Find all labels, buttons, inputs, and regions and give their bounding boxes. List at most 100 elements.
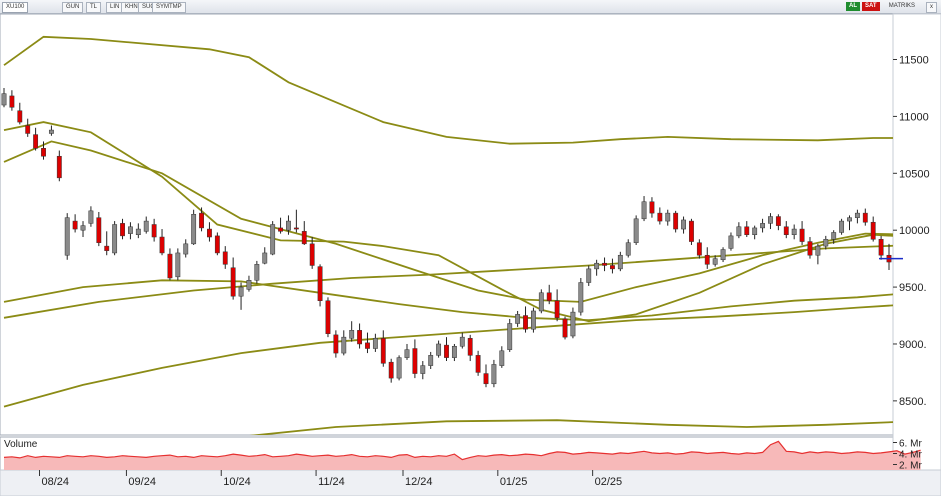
candle-body <box>230 267 236 297</box>
candle-body <box>610 265 615 270</box>
y-tick-label: 10500 <box>899 168 930 180</box>
candle-body <box>854 212 860 218</box>
symbol-field[interactable]: XU100 <box>2 2 29 13</box>
candle-body <box>48 129 54 134</box>
candle-body <box>349 330 355 339</box>
candle-body <box>41 148 46 157</box>
y-tick-label: 11500 <box>899 55 929 67</box>
moving-average-line <box>3 35 893 145</box>
candle-body <box>428 355 434 366</box>
candle-body <box>799 228 805 242</box>
candle-body <box>104 245 110 251</box>
candle-body <box>175 252 181 278</box>
candle-body <box>80 225 86 231</box>
candle-body <box>625 242 631 256</box>
candle-body <box>325 300 331 334</box>
candle-body <box>143 220 149 232</box>
candle-body <box>365 342 370 349</box>
candle-body <box>641 201 647 220</box>
candle-body <box>159 236 165 254</box>
candle-body <box>25 125 31 134</box>
candle-body <box>791 228 797 235</box>
candle-body <box>444 344 449 358</box>
candle-body <box>681 219 686 230</box>
x-tick-label: 11/24 <box>318 476 345 488</box>
candle-body <box>262 252 268 264</box>
candle-body <box>649 201 655 214</box>
symbol-label: XU100 <box>6 4 25 10</box>
candle-body <box>72 220 78 230</box>
toolbar-button-gun[interactable]: GUN <box>62 2 84 13</box>
candle-body <box>839 220 845 233</box>
candle-body <box>191 214 197 245</box>
candle-body <box>704 254 710 265</box>
candle-body <box>602 262 607 266</box>
candle-body <box>64 217 70 256</box>
candle-body <box>538 292 544 312</box>
candle-body <box>151 224 157 238</box>
candle-body <box>380 338 386 364</box>
volume-line <box>3 440 921 461</box>
y-tick-label: 9000. <box>899 339 927 351</box>
candle-body <box>420 365 426 374</box>
y-tick-label: 9500. <box>899 282 927 294</box>
candle-body <box>586 268 592 283</box>
candle-body <box>617 254 623 270</box>
candle-body <box>475 355 481 373</box>
candle-body <box>760 223 765 229</box>
candle-body <box>293 227 299 230</box>
buy-indicator[interactable]: AL <box>846 2 860 11</box>
candle-body <box>301 231 307 245</box>
candle-body <box>752 227 758 235</box>
sell-indicator[interactable]: SAT <box>862 2 880 11</box>
candle-body <box>775 216 781 226</box>
candle-body <box>459 336 465 347</box>
candle-body <box>333 334 339 354</box>
toolbar-button-symtmp[interactable]: SYMTMP <box>152 2 186 13</box>
candle-body <box>696 242 702 256</box>
candle-body <box>507 323 513 350</box>
candle-body <box>120 223 125 237</box>
moving-average-line <box>3 304 893 408</box>
candle-body <box>546 292 552 301</box>
sell-label: SAT <box>865 3 877 9</box>
candle-body <box>831 232 837 240</box>
moving-average-line <box>3 140 893 303</box>
candle-body <box>183 243 189 255</box>
volume-tick-label: 4. Mr <box>899 450 922 461</box>
close-button[interactable]: x <box>926 2 937 13</box>
candle-body <box>491 364 497 385</box>
moving-average-line <box>3 279 893 322</box>
candle-body <box>665 212 671 222</box>
candle-body <box>633 218 639 243</box>
candle-body <box>388 361 394 379</box>
candle-body <box>515 314 521 324</box>
volume-area <box>4 441 921 470</box>
candle-body <box>278 227 283 232</box>
volume-tick-label: 6. Mr <box>899 439 922 450</box>
toolbar-button-tl[interactable]: TL <box>86 2 102 13</box>
candle-body <box>56 155 62 179</box>
y-tick-label: 11000 <box>899 111 929 123</box>
candle-body <box>689 220 694 242</box>
candle-body <box>33 134 39 149</box>
price-panel-frame <box>0 13 894 436</box>
candle-body <box>728 235 734 249</box>
candle-body <box>815 245 821 256</box>
candle-body <box>207 228 212 238</box>
candle-body <box>744 226 750 235</box>
volume-title: Volume <box>4 439 38 450</box>
candle-body <box>594 262 600 270</box>
candle-body <box>823 239 829 247</box>
candle-body <box>88 210 94 224</box>
candle-body <box>96 217 102 243</box>
candle-body <box>570 311 576 337</box>
candle-body <box>862 212 868 223</box>
candle-body <box>357 330 363 345</box>
volume-tick-label: 2. Mr <box>899 461 922 472</box>
candle-body <box>530 310 536 330</box>
candle-body <box>768 216 773 224</box>
candle-body <box>720 249 726 261</box>
source-label: MATRIKS <box>888 3 915 9</box>
